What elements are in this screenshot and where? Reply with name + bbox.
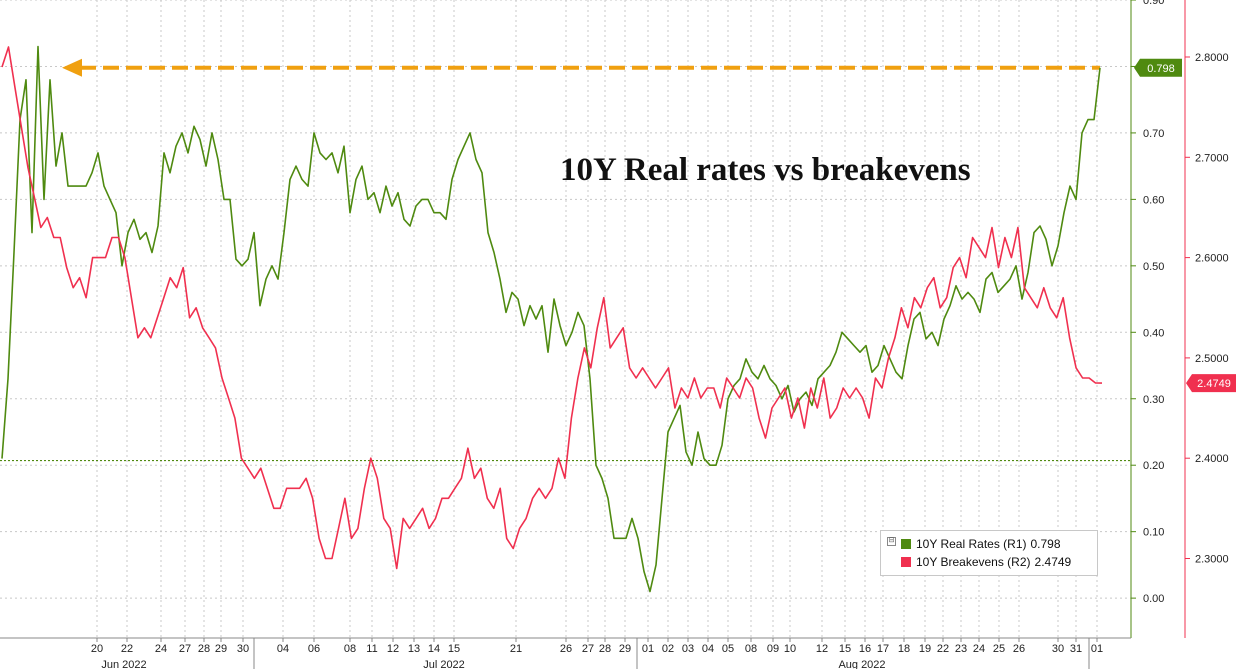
legend-label-real-rates: 10Y Real Rates (R1): [916, 537, 1027, 551]
x-tick-label: 01: [1091, 643, 1103, 655]
r2-tick-label: 2.8000: [1195, 52, 1229, 64]
x-tick-label: 30: [1052, 643, 1064, 655]
x-tick-label: 27: [179, 643, 191, 655]
x-tick-label: 05: [722, 643, 734, 655]
r1-axis: 0.900.800.700.600.500.400.300.200.100.00: [1130, 0, 1164, 638]
x-tick-label: 10: [784, 643, 796, 655]
x-tick-label: 08: [344, 643, 356, 655]
r1-tick-label: 0.50: [1143, 261, 1164, 273]
x-tick-label: 14: [428, 643, 440, 655]
legend-value-breakevens: 2.4749: [1034, 555, 1072, 569]
legend-collapse-icon[interactable]: ⊟: [887, 537, 896, 546]
x-tick-label: 09: [767, 643, 779, 655]
x-tick-label: 06: [308, 643, 320, 655]
x-tick-label: 12: [387, 643, 399, 655]
x-tick-label: 17: [877, 643, 889, 655]
r2-tick-label: 2.4000: [1195, 453, 1229, 465]
x-tick-label: 29: [215, 643, 227, 655]
x-tick-label: 26: [1013, 643, 1025, 655]
x-tick-label: 21: [510, 643, 522, 655]
legend-item-breakevens[interactable]: 10Y Breakevens (R2) 2.4749: [889, 553, 1071, 571]
real-rates-badge-value: 0.798: [1147, 63, 1175, 75]
x-tick-label: 22: [121, 643, 133, 655]
x-axis: 20 22 24 27 28 29 30 04 06 08 11 12 13 14 15 21 26 27 28 29…: [0, 637, 1131, 669]
x-tick-label: 02: [662, 643, 674, 655]
x-tick-label: 28: [599, 643, 611, 655]
x-tick-label: 19: [919, 643, 931, 655]
r2-tick-label: 2.5000: [1195, 353, 1229, 365]
x-tick-label: 15: [839, 643, 851, 655]
x-tick-label: 31: [1070, 643, 1082, 655]
x-tick-label: 23: [955, 643, 967, 655]
month-label: Jun 2022: [101, 659, 146, 669]
month-label: Aug 2022: [838, 659, 885, 669]
last-value-badges: 0.798 2.4749: [1134, 58, 1236, 393]
x-tick-label: 18: [898, 643, 910, 655]
x-tick-label: 30: [237, 643, 249, 655]
r1-tick-label: 0.60: [1143, 194, 1164, 206]
x-tick-label: 15: [448, 643, 460, 655]
x-tick-label: 01: [642, 643, 654, 655]
real-rates-badge: [1134, 58, 1182, 77]
x-tick-label: 28: [198, 643, 210, 655]
series-lines: [1, 45, 1103, 593]
x-tick-label: 24: [973, 643, 985, 655]
x-tick-label: 03: [682, 643, 694, 655]
chart-title: 10Y Real rates vs breakevens: [560, 152, 971, 188]
r2-axis: 2.8000 2.7000 2.6000 2.5000 2.4000 2.3000: [1184, 0, 1229, 638]
x-tick-label: 04: [277, 643, 289, 655]
x-tick-label: 24: [155, 643, 167, 655]
r1-tick-label: 0.00: [1143, 593, 1164, 605]
legend-value-real-rates: 0.798: [1030, 537, 1061, 551]
breakevens-badge-value: 2.4749: [1197, 378, 1231, 390]
x-tick-label: 04: [702, 643, 714, 655]
x-tick-label: 25: [993, 643, 1005, 655]
month-label: Jul 2022: [423, 659, 465, 669]
real-rates-line: [1, 45, 1101, 593]
r1-tick-label: 0.20: [1143, 460, 1164, 472]
legend-swatch-real-rates: [901, 539, 911, 549]
x-tick-label: 12: [816, 643, 828, 655]
breakevens-line: [1, 46, 1103, 570]
x-tick-label: 22: [937, 643, 949, 655]
r1-tick-label: 0.40: [1143, 327, 1164, 339]
legend-label-breakevens: 10Y Breakevens (R2): [916, 555, 1031, 569]
r1-tick-label: 0.10: [1143, 527, 1164, 539]
arrow-head: [62, 58, 82, 77]
x-tick-label: 27: [582, 643, 594, 655]
r2-tick-label: 2.7000: [1195, 152, 1229, 164]
r1-tick-label: 0.30: [1143, 394, 1164, 406]
x-tick-label: 26: [560, 643, 572, 655]
r1-tick-label: 0.90: [1143, 0, 1164, 7]
r2-tick-label: 2.6000: [1195, 253, 1229, 265]
legend[interactable]: ⊟ 10Y Real Rates (R1) 0.798 10Y Breakeve…: [880, 530, 1098, 576]
legend-item-real-rates[interactable]: 10Y Real Rates (R1) 0.798: [889, 535, 1061, 553]
x-tick-label: 11: [366, 643, 377, 655]
x-tick-label: 08: [745, 643, 757, 655]
r1-tick-label: 0.70: [1143, 128, 1164, 140]
legend-swatch-breakevens: [901, 557, 911, 567]
x-tick-label: 20: [91, 643, 103, 655]
x-tick-label: 16: [859, 643, 871, 655]
x-tick-label: 29: [619, 643, 631, 655]
orange-arrow-annotation: [62, 58, 1100, 77]
r2-tick-label: 2.3000: [1195, 554, 1229, 566]
breakevens-badge: [1186, 374, 1236, 393]
x-tick-label: 13: [408, 643, 420, 655]
